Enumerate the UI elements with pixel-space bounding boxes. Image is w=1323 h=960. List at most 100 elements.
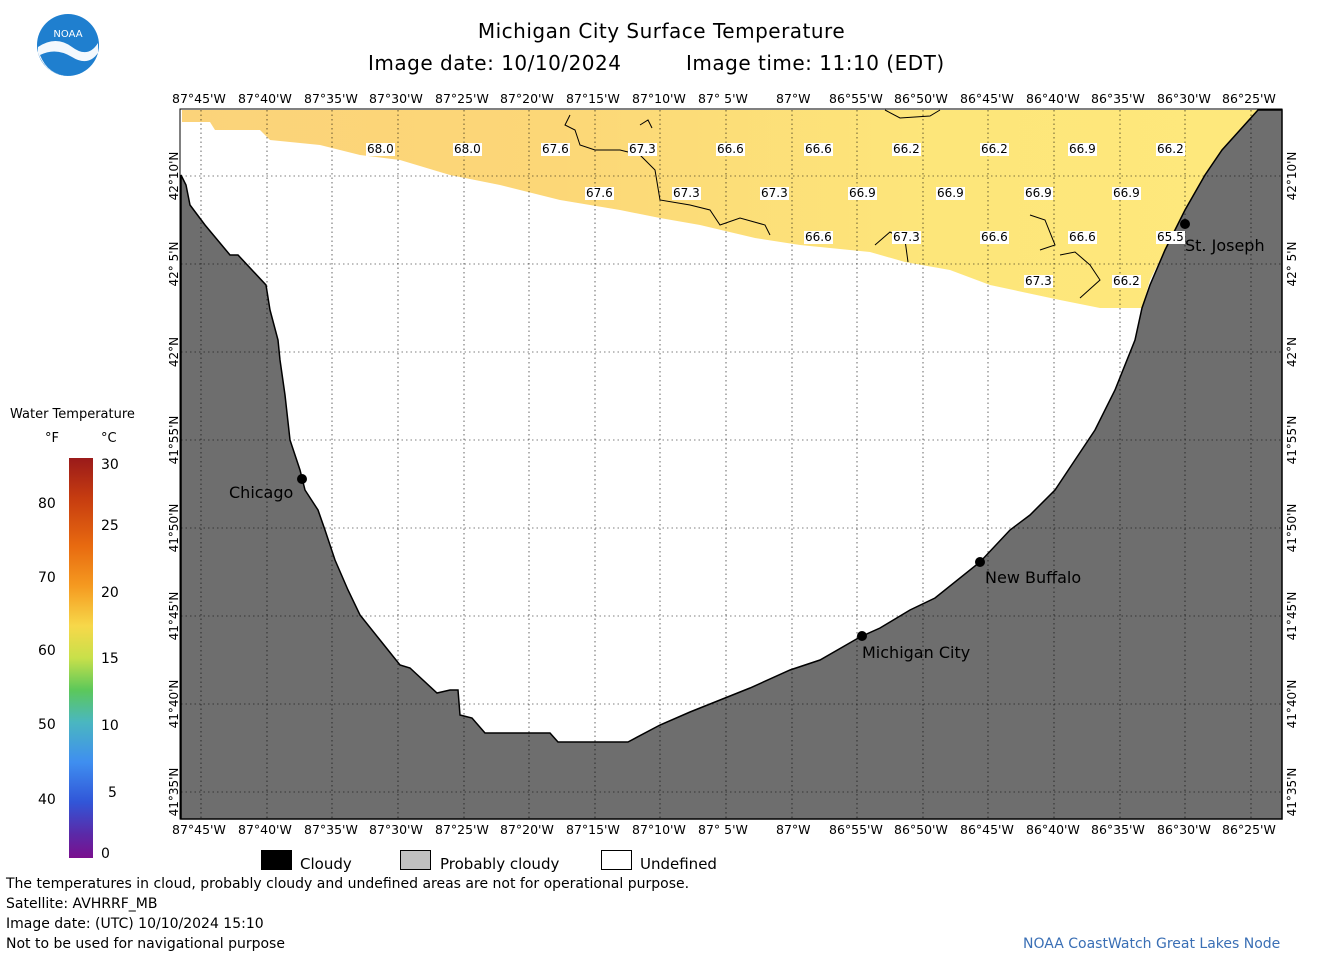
footer-utc-date: Image date: (UTC) 10/10/2024 15:10 [6, 916, 264, 932]
lon-label: 87°15'W [566, 822, 620, 837]
lon-label: 87°40'W [238, 91, 292, 106]
logo-text: NOAA [53, 29, 82, 40]
lon-label: 87°20'W [500, 91, 554, 106]
lon-label: 86°50'W [894, 822, 948, 837]
lon-label: 87°45'W [172, 91, 226, 106]
f-tick: 70 [38, 570, 56, 586]
c-tick: 25 [101, 518, 119, 534]
sst-value: 66.2 [1156, 142, 1185, 156]
lon-label: 86°45'W [960, 822, 1014, 837]
image-date: Image date: 10/10/2024 [368, 51, 622, 75]
sst-value: 67.3 [760, 186, 789, 200]
land-area [180, 109, 1283, 820]
c-tick: 0 [101, 846, 110, 862]
lon-label: 86°30'W [1157, 822, 1211, 837]
lon-label: 87°35'W [304, 91, 358, 106]
footer-credit: NOAA CoastWatch Great Lakes Node [1023, 936, 1281, 952]
lon-label: 86°55'W [829, 822, 883, 837]
sst-value: 66.9 [1024, 186, 1053, 200]
lon-label: 86°35'W [1091, 822, 1145, 837]
lon-label: 86°25'W [1222, 91, 1276, 106]
f-tick: 50 [38, 717, 56, 733]
lat-label: 41°40'N [1285, 679, 1299, 729]
sst-value: 67.3 [892, 230, 921, 244]
sst-value: 66.2 [980, 142, 1009, 156]
sst-value: 67.3 [628, 142, 657, 156]
lat-label: 41°45'N [1285, 591, 1299, 641]
lat-label: 41°55'N [167, 415, 181, 465]
sst-value: 67.6 [541, 142, 570, 156]
sst-value: 67.3 [1024, 274, 1053, 288]
lon-label: 87°30'W [369, 91, 423, 106]
lon-labels-bottom: 87°45'W 87°40'W 87°35'W 87°30'W 87°25'W … [0, 822, 1323, 838]
lat-label: 41°35'N [1285, 767, 1299, 817]
sst-value: 66.6 [716, 142, 745, 156]
legend-undefined-swatch [601, 850, 632, 870]
lat-label: 41°50'N [1285, 503, 1299, 553]
lon-label: 87°10'W [632, 91, 686, 106]
footer-satellite: Satellite: AVHRRF_MB [6, 896, 158, 912]
f-tick: 80 [38, 496, 56, 512]
chicago-marker [297, 474, 307, 484]
unit-celsius: °C [101, 431, 117, 446]
legend-cloudy-swatch [261, 850, 292, 870]
lon-label: 87° 5'W [698, 822, 748, 837]
lon-label: 87°30'W [369, 822, 423, 837]
lat-label: 42°N [1285, 336, 1299, 368]
sst-labels: 68.0 68.0 67.6 67.3 66.6 66.6 66.2 66.2 … [0, 0, 1323, 320]
footer-nav-warning: Not to be used for navigational purpose [6, 936, 285, 952]
sst-value: 66.9 [1068, 142, 1097, 156]
lon-label: 87°15'W [566, 91, 620, 106]
lat-label: 41°45'N [167, 591, 181, 641]
lon-label: 87° 5'W [698, 91, 748, 106]
lon-label: 86°25'W [1222, 822, 1276, 837]
sst-value: 66.9 [1112, 186, 1141, 200]
graticule [181, 110, 1282, 819]
legend-undefined-label: Undefined [640, 855, 717, 873]
michigan-city-marker [857, 631, 867, 641]
lon-label: 87°25'W [435, 91, 489, 106]
sst-value: 66.2 [892, 142, 921, 156]
c-tick: 10 [101, 718, 119, 734]
city-label-new-buffalo: New Buffalo [985, 568, 1082, 587]
lon-label: 86°30'W [1157, 91, 1211, 106]
st-joseph-marker [1180, 219, 1190, 229]
lat-label: 41°50'N [167, 503, 181, 553]
sst-value: 68.0 [453, 142, 482, 156]
f-tick: 60 [38, 643, 56, 659]
colorbar [69, 458, 93, 858]
lat-label: 41°35'N [167, 767, 181, 817]
sst-value: 67.3 [672, 186, 701, 200]
lon-label: 87°20'W [500, 822, 554, 837]
lon-label: 86°45'W [960, 91, 1014, 106]
new-buffalo-marker [975, 557, 985, 567]
sst-value: 66.6 [1068, 230, 1097, 244]
footer-disclaimer: The temperatures in cloud, probably clou… [6, 876, 690, 892]
city-label-michigan-city: Michigan City [862, 643, 971, 662]
lon-label: 87°45'W [172, 822, 226, 837]
noaa-logo: NOAA [37, 14, 99, 76]
c-tick: 15 [101, 651, 119, 667]
sst-value: 66.9 [848, 186, 877, 200]
c-tick: 5 [108, 785, 117, 801]
lon-label: 87°35'W [304, 822, 358, 837]
sst-value: 65.5 [1156, 230, 1185, 244]
city-label-chicago: Chicago [229, 483, 294, 502]
c-tick: 20 [101, 585, 119, 601]
lon-label: 87°40'W [238, 822, 292, 837]
lon-label: 86°40'W [1026, 91, 1080, 106]
lat-label: 41°40'N [167, 679, 181, 729]
c-tick: 30 [101, 457, 119, 473]
lon-label: 87°W [776, 822, 811, 837]
map-title: Michigan City Surface Temperature [477, 19, 846, 43]
legend-probably-cloudy-swatch [400, 850, 431, 870]
lat-label: 42°N [167, 336, 181, 368]
lon-label: 87°10'W [632, 822, 686, 837]
sst-value: 66.6 [804, 230, 833, 244]
sst-value: 66.6 [980, 230, 1009, 244]
sst-value: 68.0 [366, 142, 395, 156]
lon-label: 86°40'W [1026, 822, 1080, 837]
lon-label: 87°25'W [435, 822, 489, 837]
lon-label: 86°55'W [829, 91, 883, 106]
